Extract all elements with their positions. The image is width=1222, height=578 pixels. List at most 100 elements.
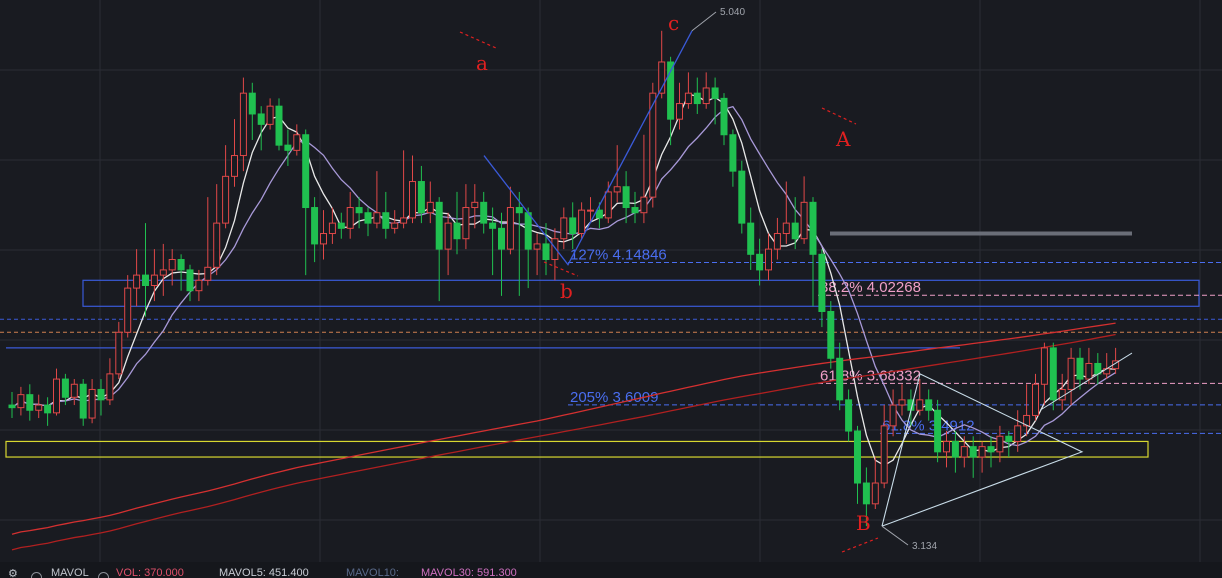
candle-body [320, 233, 327, 245]
candle-body [195, 279, 203, 292]
candle-body [862, 482, 870, 505]
candle-body [765, 248, 772, 271]
candle-body [934, 409, 942, 453]
candle-body [684, 92, 692, 105]
candle-body [275, 105, 283, 146]
candle-body [462, 207, 470, 240]
candle-body [106, 373, 114, 401]
candle-body [889, 404, 897, 427]
candle-body [266, 105, 274, 125]
wave-label-B: B [856, 511, 871, 535]
candle-body [854, 430, 861, 484]
candle-body [818, 253, 826, 312]
candle-body [284, 144, 292, 151]
candle-body [782, 222, 790, 235]
candle-body [248, 92, 256, 115]
candle-body [498, 227, 505, 250]
candle-body [1094, 362, 1102, 375]
low-price-label: 3.134 [912, 541, 937, 552]
candle-body [1023, 414, 1031, 427]
candle-body [373, 212, 381, 224]
triangle-pattern [881, 373, 1084, 527]
fib-level-label: 205% 3.6009 [570, 389, 658, 406]
candle-body [257, 113, 265, 125]
candle-body [987, 446, 995, 453]
candle-body [569, 217, 577, 235]
candle-body [150, 274, 158, 286]
candle-body [515, 207, 523, 214]
candle-body [542, 243, 550, 261]
candle-body [115, 331, 123, 375]
candle-body [400, 217, 408, 224]
candle-body [391, 222, 399, 229]
candle-body [667, 61, 675, 120]
candle-body [836, 357, 844, 401]
candle-body [827, 310, 835, 359]
vol-value: VOL: 370.000 [116, 567, 184, 578]
mavol-label: MAVOL [51, 567, 89, 578]
settings-icon[interactable]: ⚙ [8, 568, 18, 578]
candle-body [693, 92, 701, 105]
ma-line-ma60 [11, 322, 1116, 535]
wave-marker-dash [543, 261, 579, 277]
wave-label-c: c [668, 11, 679, 35]
candle-body [409, 181, 416, 219]
candle-body [17, 394, 25, 409]
trend-line [1039, 352, 1133, 411]
candle-body [231, 155, 238, 177]
candle-body [880, 425, 888, 484]
candle-body [239, 92, 247, 157]
high-marker-line [691, 11, 717, 32]
candle-body [1040, 347, 1048, 385]
candle-body [88, 388, 96, 419]
candle-body [800, 201, 808, 240]
candle-body [631, 207, 639, 214]
candle-body [898, 399, 906, 406]
candle-body [720, 97, 728, 136]
candle-body [426, 201, 434, 214]
wave-label-b: b [560, 279, 573, 303]
candle-body [756, 253, 764, 271]
candle-body [925, 399, 933, 411]
candle-body [355, 207, 363, 214]
volume-indicator-bar: ⚙ MAVOL VOL: 370.000 MAVOL5: 451.400 MAV… [0, 562, 1222, 578]
candle-body [729, 134, 737, 172]
candle-body [337, 222, 345, 229]
candle-body [382, 212, 390, 229]
high-price-label: 5.040 [720, 7, 745, 18]
candle-body [916, 399, 924, 411]
wave-marker-dash [459, 31, 497, 49]
candle-body [613, 186, 621, 193]
candle-body [8, 404, 16, 409]
candle-body [453, 222, 461, 240]
candle-body [168, 259, 176, 271]
candle-body [364, 212, 372, 224]
wave-label-a: a [476, 51, 488, 75]
candle-body [213, 222, 221, 268]
candle-body [551, 238, 559, 261]
candle-body [1005, 435, 1013, 442]
candle-body [871, 482, 879, 505]
candle-body [133, 274, 141, 289]
wave-marker-dash [841, 537, 879, 553]
wave-label-A: A [835, 127, 851, 151]
candle-body [943, 440, 950, 453]
candle-body [61, 378, 69, 398]
candle-body [222, 175, 230, 224]
abc-wave-line [483, 30, 693, 266]
wave-marker-dash [821, 107, 857, 125]
ma-line-ma120 [11, 333, 1116, 551]
candle-body [26, 394, 34, 411]
candle-body [506, 207, 514, 250]
candle-body [311, 207, 319, 245]
candle-body [124, 287, 132, 333]
candle-body [1014, 425, 1022, 442]
candle-body [97, 388, 105, 401]
candle-body [951, 440, 959, 458]
candle-body [676, 103, 683, 120]
candle-body [328, 222, 336, 235]
candle-body [70, 383, 78, 398]
candle-body [960, 446, 968, 458]
